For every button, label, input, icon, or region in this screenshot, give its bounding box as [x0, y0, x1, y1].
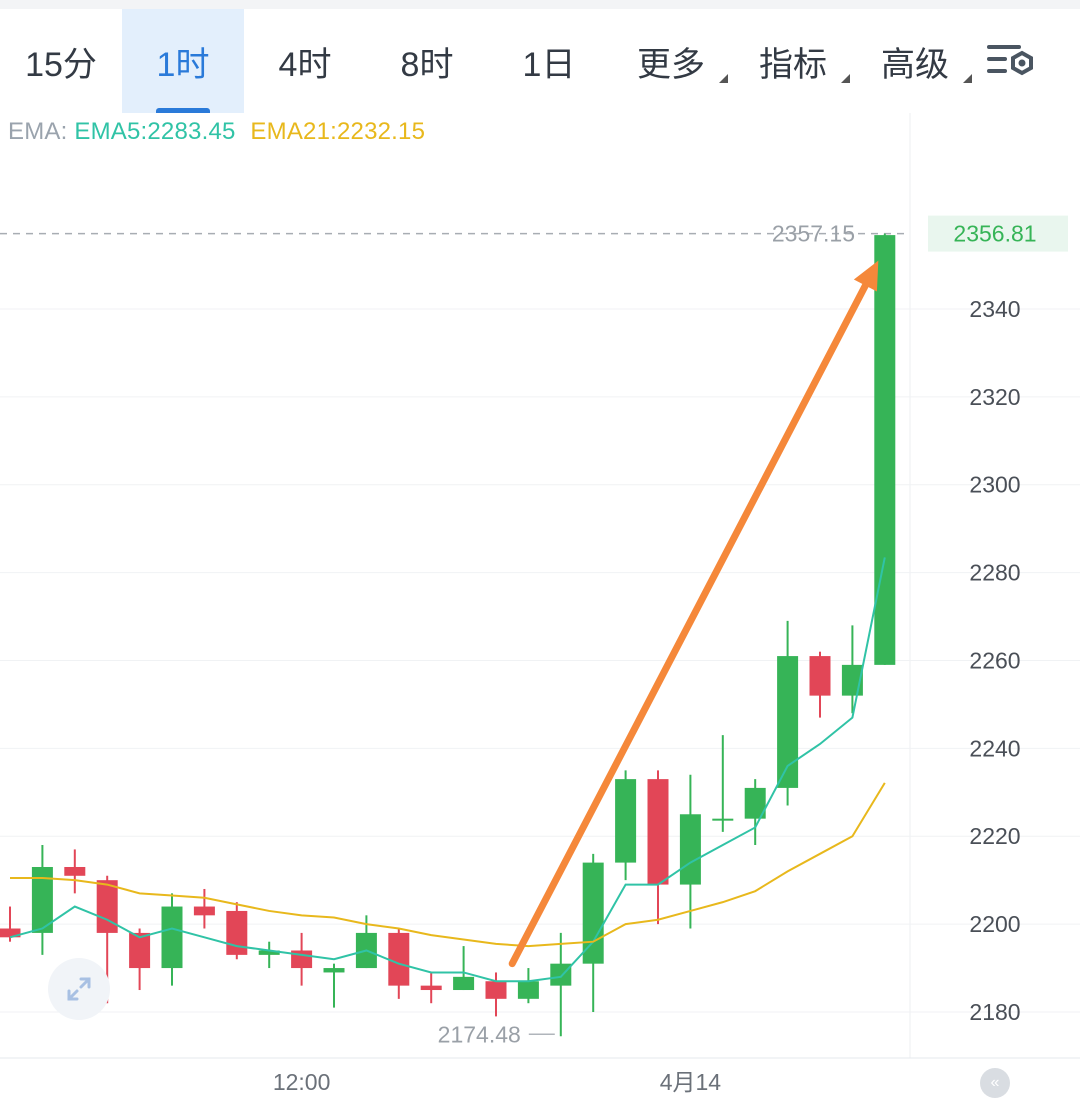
tab-1h[interactable]: 1时	[122, 9, 244, 113]
expand-icon	[67, 977, 91, 1001]
tab-indicators-dropdown[interactable]: 指标	[732, 9, 854, 113]
tab-advanced-dropdown[interactable]: 高级	[854, 9, 976, 113]
tab-1d[interactable]: 1日	[488, 9, 610, 113]
ema5-line	[9, 557, 886, 983]
candle-body	[712, 818, 734, 821]
ema5-value: EMA5:2283.45	[74, 118, 236, 145]
fullscreen-button[interactable]	[48, 958, 110, 1020]
y-tick-label: 2340	[969, 296, 1020, 322]
y-tick-label: 2260	[969, 647, 1020, 673]
dropdown-corner-icon	[963, 74, 972, 83]
double-chevron-left-icon: «	[990, 1074, 1000, 1091]
x-tick-label: 12:00	[273, 1069, 331, 1095]
candle-body	[517, 981, 539, 999]
high-price-label: 2357.15	[772, 221, 855, 247]
timeframe-tab-bar: 15分 1时 4时 8时 1日 更多 指标 高级	[0, 9, 1080, 113]
candle-body	[64, 866, 86, 876]
dropdown-corner-icon	[841, 74, 850, 83]
ema21-line	[10, 782, 886, 948]
x-tick-label: 4月14	[660, 1069, 722, 1095]
candle-body	[777, 656, 799, 788]
candle-body	[647, 779, 669, 885]
tab-label: 更多	[637, 45, 705, 84]
candle-body	[453, 976, 475, 991]
candle-body	[0, 928, 21, 938]
candle-body	[258, 950, 280, 955]
chart-settings-button[interactable]	[976, 9, 1046, 113]
candle-body	[809, 656, 831, 696]
candle-body	[323, 968, 345, 973]
top-strip	[0, 0, 1080, 9]
current-price-label: 2356.81	[953, 221, 1036, 247]
tab-8h[interactable]: 8时	[366, 9, 488, 113]
ema21-value: EMA21:2232.15	[250, 118, 426, 145]
low-price-label: 2174.48	[438, 1021, 521, 1047]
tab-label: 高级	[881, 45, 949, 84]
y-tick-label: 2280	[969, 560, 1020, 586]
candle-body	[31, 866, 53, 933]
ema-legend: EMA: EMA5:2283.45 EMA21:2232.15	[8, 118, 425, 146]
tab-label: 指标	[759, 45, 827, 84]
tab-4h[interactable]: 4时	[244, 9, 366, 113]
current-price-tag	[928, 215, 1068, 252]
candle-body	[193, 906, 215, 916]
y-tick-label: 2300	[969, 472, 1020, 498]
candle-body	[388, 932, 410, 986]
y-tick-label: 2220	[969, 823, 1020, 849]
y-tick-label: 2320	[969, 384, 1020, 410]
y-tick-label: 2240	[969, 735, 1020, 761]
candle-body	[679, 814, 701, 885]
candle-body	[550, 963, 572, 986]
y-tick-label: 2180	[969, 999, 1020, 1025]
y-tick-label: 2200	[969, 911, 1020, 937]
tab-more-dropdown[interactable]: 更多	[610, 9, 732, 113]
chart-settings-icon	[987, 45, 1033, 76]
tab-label: 1日	[522, 45, 576, 84]
tab-label: 8时	[400, 45, 454, 84]
candle-body	[96, 880, 118, 933]
candle-body	[420, 985, 442, 991]
active-tab-indicator	[156, 108, 210, 113]
candlestick-chart[interactable]: 2180 2200 2220 2240 2260 2280 2300 2320 2340 12:0…	[0, 113, 1080, 1100]
candle-body	[485, 981, 507, 999]
tab-label: 1时	[156, 45, 210, 84]
scroll-to-latest-button[interactable]: «	[980, 1068, 1010, 1098]
candle-body	[226, 910, 248, 955]
trend-arrow-shaft	[508, 281, 869, 968]
tab-label: 4时	[278, 45, 332, 84]
ema-label: EMA:	[8, 118, 68, 145]
candle-body	[161, 906, 183, 969]
candle-body	[129, 932, 151, 969]
tab-15m[interactable]: 15分	[0, 9, 122, 113]
candle-body	[615, 779, 637, 863]
candle-body	[744, 787, 766, 819]
candle-body	[874, 235, 896, 665]
dropdown-corner-icon	[719, 74, 728, 83]
tab-label: 15分	[25, 45, 97, 84]
trend-arrow-head	[853, 260, 879, 292]
